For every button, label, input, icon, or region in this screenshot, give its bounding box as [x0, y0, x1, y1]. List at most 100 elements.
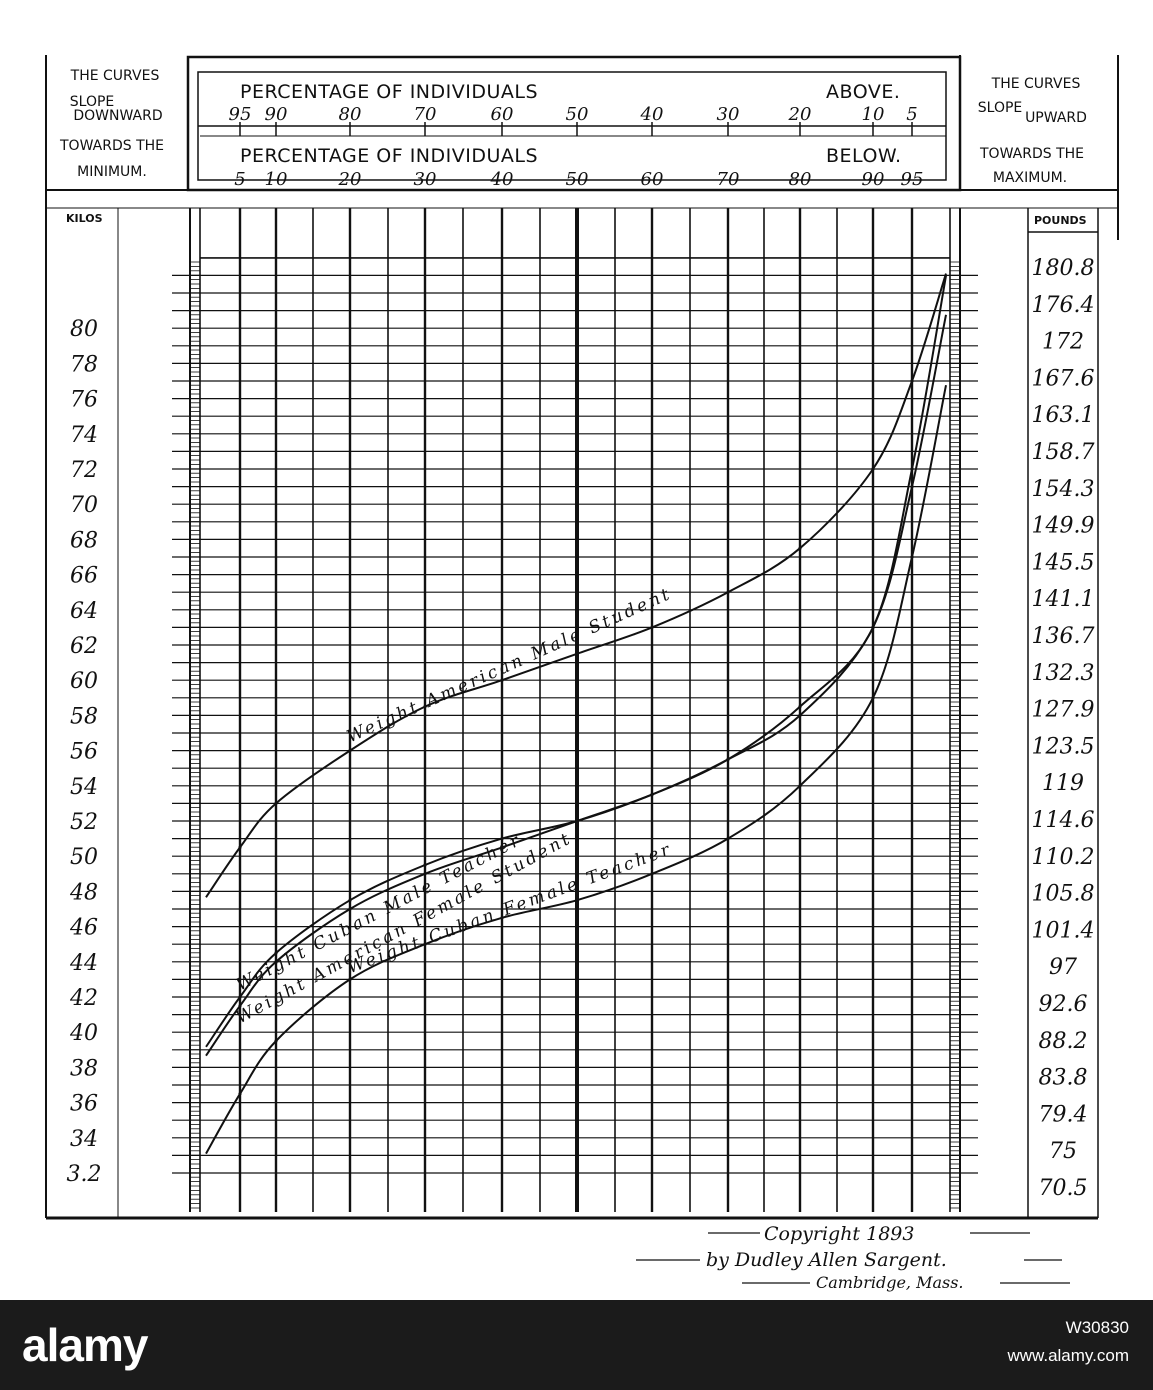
kilo-label: 40 [69, 1021, 98, 1046]
series-point [726, 590, 730, 594]
above-tick-label: 20 [788, 104, 812, 125]
series-curves [205, 273, 947, 1155]
kilo-label: 70 [70, 493, 98, 518]
pound-label: 79.4 [1039, 1102, 1088, 1127]
series-point [500, 845, 504, 850]
series-point [871, 696, 875, 700]
above-tick-label: 60 [491, 104, 514, 125]
pound-label: 132.3 [1032, 661, 1095, 686]
left-note-line: TOWARDS THE [59, 138, 164, 154]
series-point [575, 819, 579, 823]
pound-label: 101.4 [1032, 918, 1095, 943]
series-point [423, 872, 427, 876]
pound-label: 176.4 [1032, 293, 1095, 318]
above-tick-label: 90 [265, 104, 288, 125]
right-note-line: SLOPE [978, 100, 1023, 116]
pound-label: 149.9 [1032, 514, 1095, 539]
below-tick-label: 50 [566, 169, 589, 190]
series-point [910, 379, 914, 383]
series-point [500, 916, 504, 920]
series-point [726, 757, 730, 762]
above-tick-label: 30 [717, 104, 740, 125]
pound-label: 105.8 [1032, 882, 1095, 907]
below-tick-label: 95 [901, 169, 924, 190]
below-title: PERCENTAGE OF INDIVIDUALS [240, 145, 538, 167]
series-point [238, 845, 242, 850]
series-curve [205, 314, 947, 1057]
kilo-label: 56 [70, 740, 98, 765]
series-point [348, 749, 352, 753]
kilo-label: 38 [70, 1056, 98, 1081]
above-tick-label: 95 [229, 104, 252, 125]
below-tick-label: 30 [414, 169, 437, 190]
series-point [798, 784, 802, 788]
above-tick-label: 80 [339, 104, 362, 125]
pound-label: 145.5 [1032, 550, 1095, 575]
below-tick-label: 5 [234, 169, 245, 190]
series-point [274, 801, 278, 806]
credit-copyright: Copyright 1893 [764, 1223, 914, 1245]
series-point [726, 837, 730, 841]
credit-block [636, 1232, 1070, 1284]
below-tick-label: 40 [490, 169, 514, 190]
pound-label: 163.1 [1032, 403, 1095, 428]
kilo-label: 76 [70, 388, 98, 413]
kilo-label: 60 [70, 669, 98, 694]
below-tick-label: 80 [789, 169, 812, 190]
series-point [910, 467, 914, 471]
pound-label: 141.1 [1032, 587, 1095, 612]
above-word: ABOVE. [826, 81, 900, 103]
kilo-label: 50 [70, 845, 98, 870]
kilo-label: 36 [70, 1092, 98, 1117]
above-tick-label: 50 [566, 104, 589, 125]
above-title: PERCENTAGE OF INDIVIDUALS [240, 81, 538, 103]
below-tick-label: 10 [265, 169, 288, 190]
pound-label: 75 [1049, 1139, 1077, 1164]
series-point [871, 625, 875, 630]
pound-label: 97 [1049, 955, 1077, 980]
left-axis-label: KILOS [66, 212, 103, 225]
right-note: THE CURVES SLOPE UPWARD TOWARDS THE MAXI… [978, 76, 1087, 186]
kilo-label: 3.2 [67, 1162, 102, 1187]
series-point [650, 625, 654, 630]
left-note: THE CURVES SLOPE DOWNWARD TOWARDS THE MI… [59, 68, 164, 180]
pound-label: 92.6 [1039, 992, 1088, 1017]
kilo-label: 54 [70, 775, 98, 800]
below-word: BELOW. [826, 145, 902, 167]
above-tick-label: 5 [906, 104, 917, 125]
right-note-line: TOWARDS THE [979, 146, 1084, 162]
series-label: Weight American Male Student [344, 584, 675, 747]
kilo-label: 80 [70, 317, 98, 342]
below-tick-label: 70 [717, 169, 740, 190]
pounds-ticks: 180.8 176.4 172 167.6 163.1 158.7 154.3 149.9 14… [1032, 256, 1095, 1201]
image-id: W30830 [1065, 1318, 1129, 1337]
series-point [274, 960, 278, 964]
pound-label: 167.6 [1032, 366, 1095, 391]
right-axis-label: POUNDS [1034, 214, 1087, 227]
grid [199, 208, 951, 1212]
series-point [798, 705, 802, 709]
kilo-label: 46 [69, 916, 98, 941]
series-curve [205, 273, 947, 898]
watermark-url: www.alamy.com [1007, 1346, 1129, 1365]
series-label: Weight American Female Student [233, 828, 576, 1028]
header-block: PERCENTAGE OF INDIVIDUALS ABOVE. PERCENT… [240, 81, 902, 167]
pound-label: 88.2 [1039, 1029, 1088, 1054]
kilo-label: 66 [70, 564, 98, 589]
series-point [500, 837, 504, 841]
alamy-logo: alamy [22, 1319, 148, 1371]
kilo-label: 68 [70, 528, 98, 553]
right-note-line: UPWARD [1025, 110, 1087, 126]
pound-label: 110.2 [1032, 845, 1095, 870]
left-note-line: SLOPE [70, 94, 115, 110]
kilo-label: 74 [70, 423, 98, 448]
series-point [910, 555, 914, 559]
credit-author: by Dudley Allen Sargent. [706, 1249, 947, 1271]
kilos-ticks: 80 78 76 74 72 70 68 66 64 62 60 58 56 54 52 50 48 46 44 42… [67, 317, 102, 1187]
kilo-label: 72 [70, 458, 98, 483]
series-point [238, 995, 242, 999]
left-note-line: DOWNWARD [73, 108, 162, 124]
pound-label: 119 [1042, 771, 1084, 796]
series-point [238, 1092, 242, 1096]
pound-label: 136.7 [1032, 624, 1095, 649]
